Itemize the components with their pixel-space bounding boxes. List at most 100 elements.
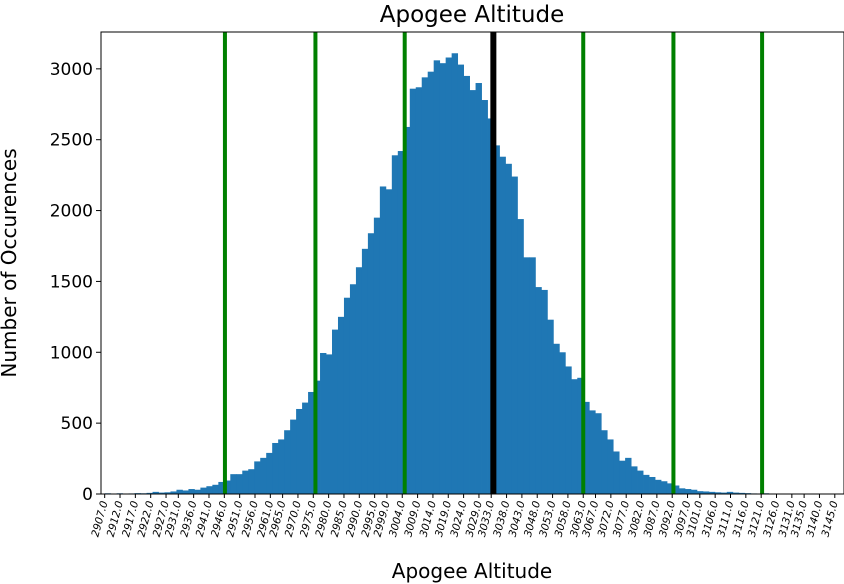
histogram-bar: [164, 492, 171, 494]
histogram-bar: [535, 287, 542, 494]
histogram-bar: [349, 284, 357, 494]
histogram-bar: [385, 189, 393, 494]
y-tick-label: 500: [61, 414, 93, 434]
y-tick-label: 1000: [50, 343, 93, 363]
y-tick-label: 2000: [50, 202, 93, 222]
histogram-bar: [326, 354, 333, 494]
histogram-bar: [248, 469, 255, 494]
histogram-bar: [373, 217, 381, 494]
histogram-bar: [158, 492, 165, 494]
histogram-bar: [146, 492, 153, 494]
histogram-bar: [481, 100, 488, 495]
plot-frame: [100, 31, 844, 495]
histogram-bar: [242, 470, 249, 494]
histogram-bar: [511, 176, 518, 495]
histogram-bar: [224, 480, 231, 494]
histogram-bar: [505, 163, 512, 495]
histogram-bar: [714, 492, 722, 494]
histogram-bar: [469, 90, 476, 494]
histogram-bar: [367, 233, 375, 495]
histogram-bar: [415, 87, 423, 495]
histogram-bar: [272, 442, 279, 494]
histogram-bar: [547, 319, 554, 494]
histogram-bar: [284, 430, 291, 494]
histogram-bar: [577, 377, 584, 494]
y-tick-label: 0: [82, 485, 93, 505]
histogram-bar: [690, 489, 698, 494]
histogram-bar: [290, 419, 297, 494]
histogram-bar: [152, 491, 159, 494]
histogram-bar: [523, 257, 530, 494]
histogram-bar: [296, 408, 303, 494]
histogram-bar: [391, 155, 399, 495]
histogram-bar: [684, 489, 692, 494]
histogram-bar: [182, 490, 189, 494]
histogram-bar: [445, 57, 453, 494]
histogram-bar: [631, 466, 638, 494]
histogram-bar: [738, 492, 746, 494]
histogram-bar: [421, 77, 429, 494]
reference-lines: [222, 32, 765, 494]
chart-title: Apogee Altitude: [380, 2, 565, 28]
histogram-bar: [278, 439, 285, 494]
histogram-bar: [361, 248, 369, 494]
histogram-bar: [643, 474, 650, 494]
histogram-bar: [559, 352, 566, 494]
histogram-bar: [194, 489, 201, 494]
histogram-bar: [541, 289, 548, 494]
histogram-bar: [666, 483, 674, 494]
histogram-bar: [212, 484, 219, 494]
histogram-bar: [433, 60, 441, 495]
x-axis-label: Apogee Altitude: [392, 559, 552, 583]
histogram-bar: [343, 297, 351, 494]
histogram-bar: [332, 329, 339, 494]
histogram-bar: [337, 316, 345, 494]
histogram-bar: [553, 343, 560, 494]
histogram-bar: [678, 488, 686, 494]
histogram-bar: [613, 451, 620, 494]
histogram-bar: [427, 71, 435, 495]
histogram-bar: [589, 410, 596, 494]
x-axis-ticks: 2907.02912.02917.02922.02927.02931.02936…: [89, 494, 841, 538]
histogram-bars: [104, 53, 776, 495]
histogram-bar: [457, 64, 464, 494]
histogram-bar: [499, 156, 506, 494]
histogram-bar: [230, 474, 237, 494]
y-tick-label: 1500: [50, 272, 93, 292]
histogram-bar: [655, 479, 662, 494]
histogram-bar: [170, 491, 177, 494]
histogram-bar: [517, 219, 524, 494]
histogram-bar: [475, 83, 482, 495]
histogram-bar: [672, 485, 680, 494]
histogram-bar: [308, 391, 315, 494]
histogram-bar: [619, 460, 626, 494]
histogram-bar: [397, 151, 405, 495]
histogram-bar: [493, 145, 500, 494]
histogram-bar: [266, 452, 273, 494]
histogram-bar: [355, 267, 363, 494]
histogram-bar: [320, 352, 327, 494]
histogram-bar: [529, 257, 536, 494]
histogram-bar: [583, 401, 590, 494]
histogram-bar: [236, 474, 243, 494]
histogram-bar: [625, 457, 632, 494]
histogram-bar: [661, 481, 668, 494]
histogram-bar: [206, 486, 213, 494]
y-axis-ticks: 0 500 1000 1500 2000 2500 3000: [50, 60, 101, 505]
histogram-bar: [176, 489, 183, 494]
histogram-bar: [260, 457, 267, 494]
histogram-bar: [607, 439, 614, 494]
histogram-bar: [379, 186, 387, 494]
histogram-bar: [409, 88, 417, 494]
histogram-bar: [726, 491, 734, 494]
histogram-bar: [463, 75, 470, 495]
histogram-bar: [571, 379, 578, 494]
histogram-bar: [451, 53, 459, 494]
histogram-bar: [601, 430, 608, 494]
histogram-bar: [702, 491, 710, 494]
histogram-bar: [218, 481, 225, 494]
histogram-bar: [637, 470, 644, 494]
histogram-bar: [439, 63, 447, 495]
histogram-bar: [188, 489, 195, 494]
